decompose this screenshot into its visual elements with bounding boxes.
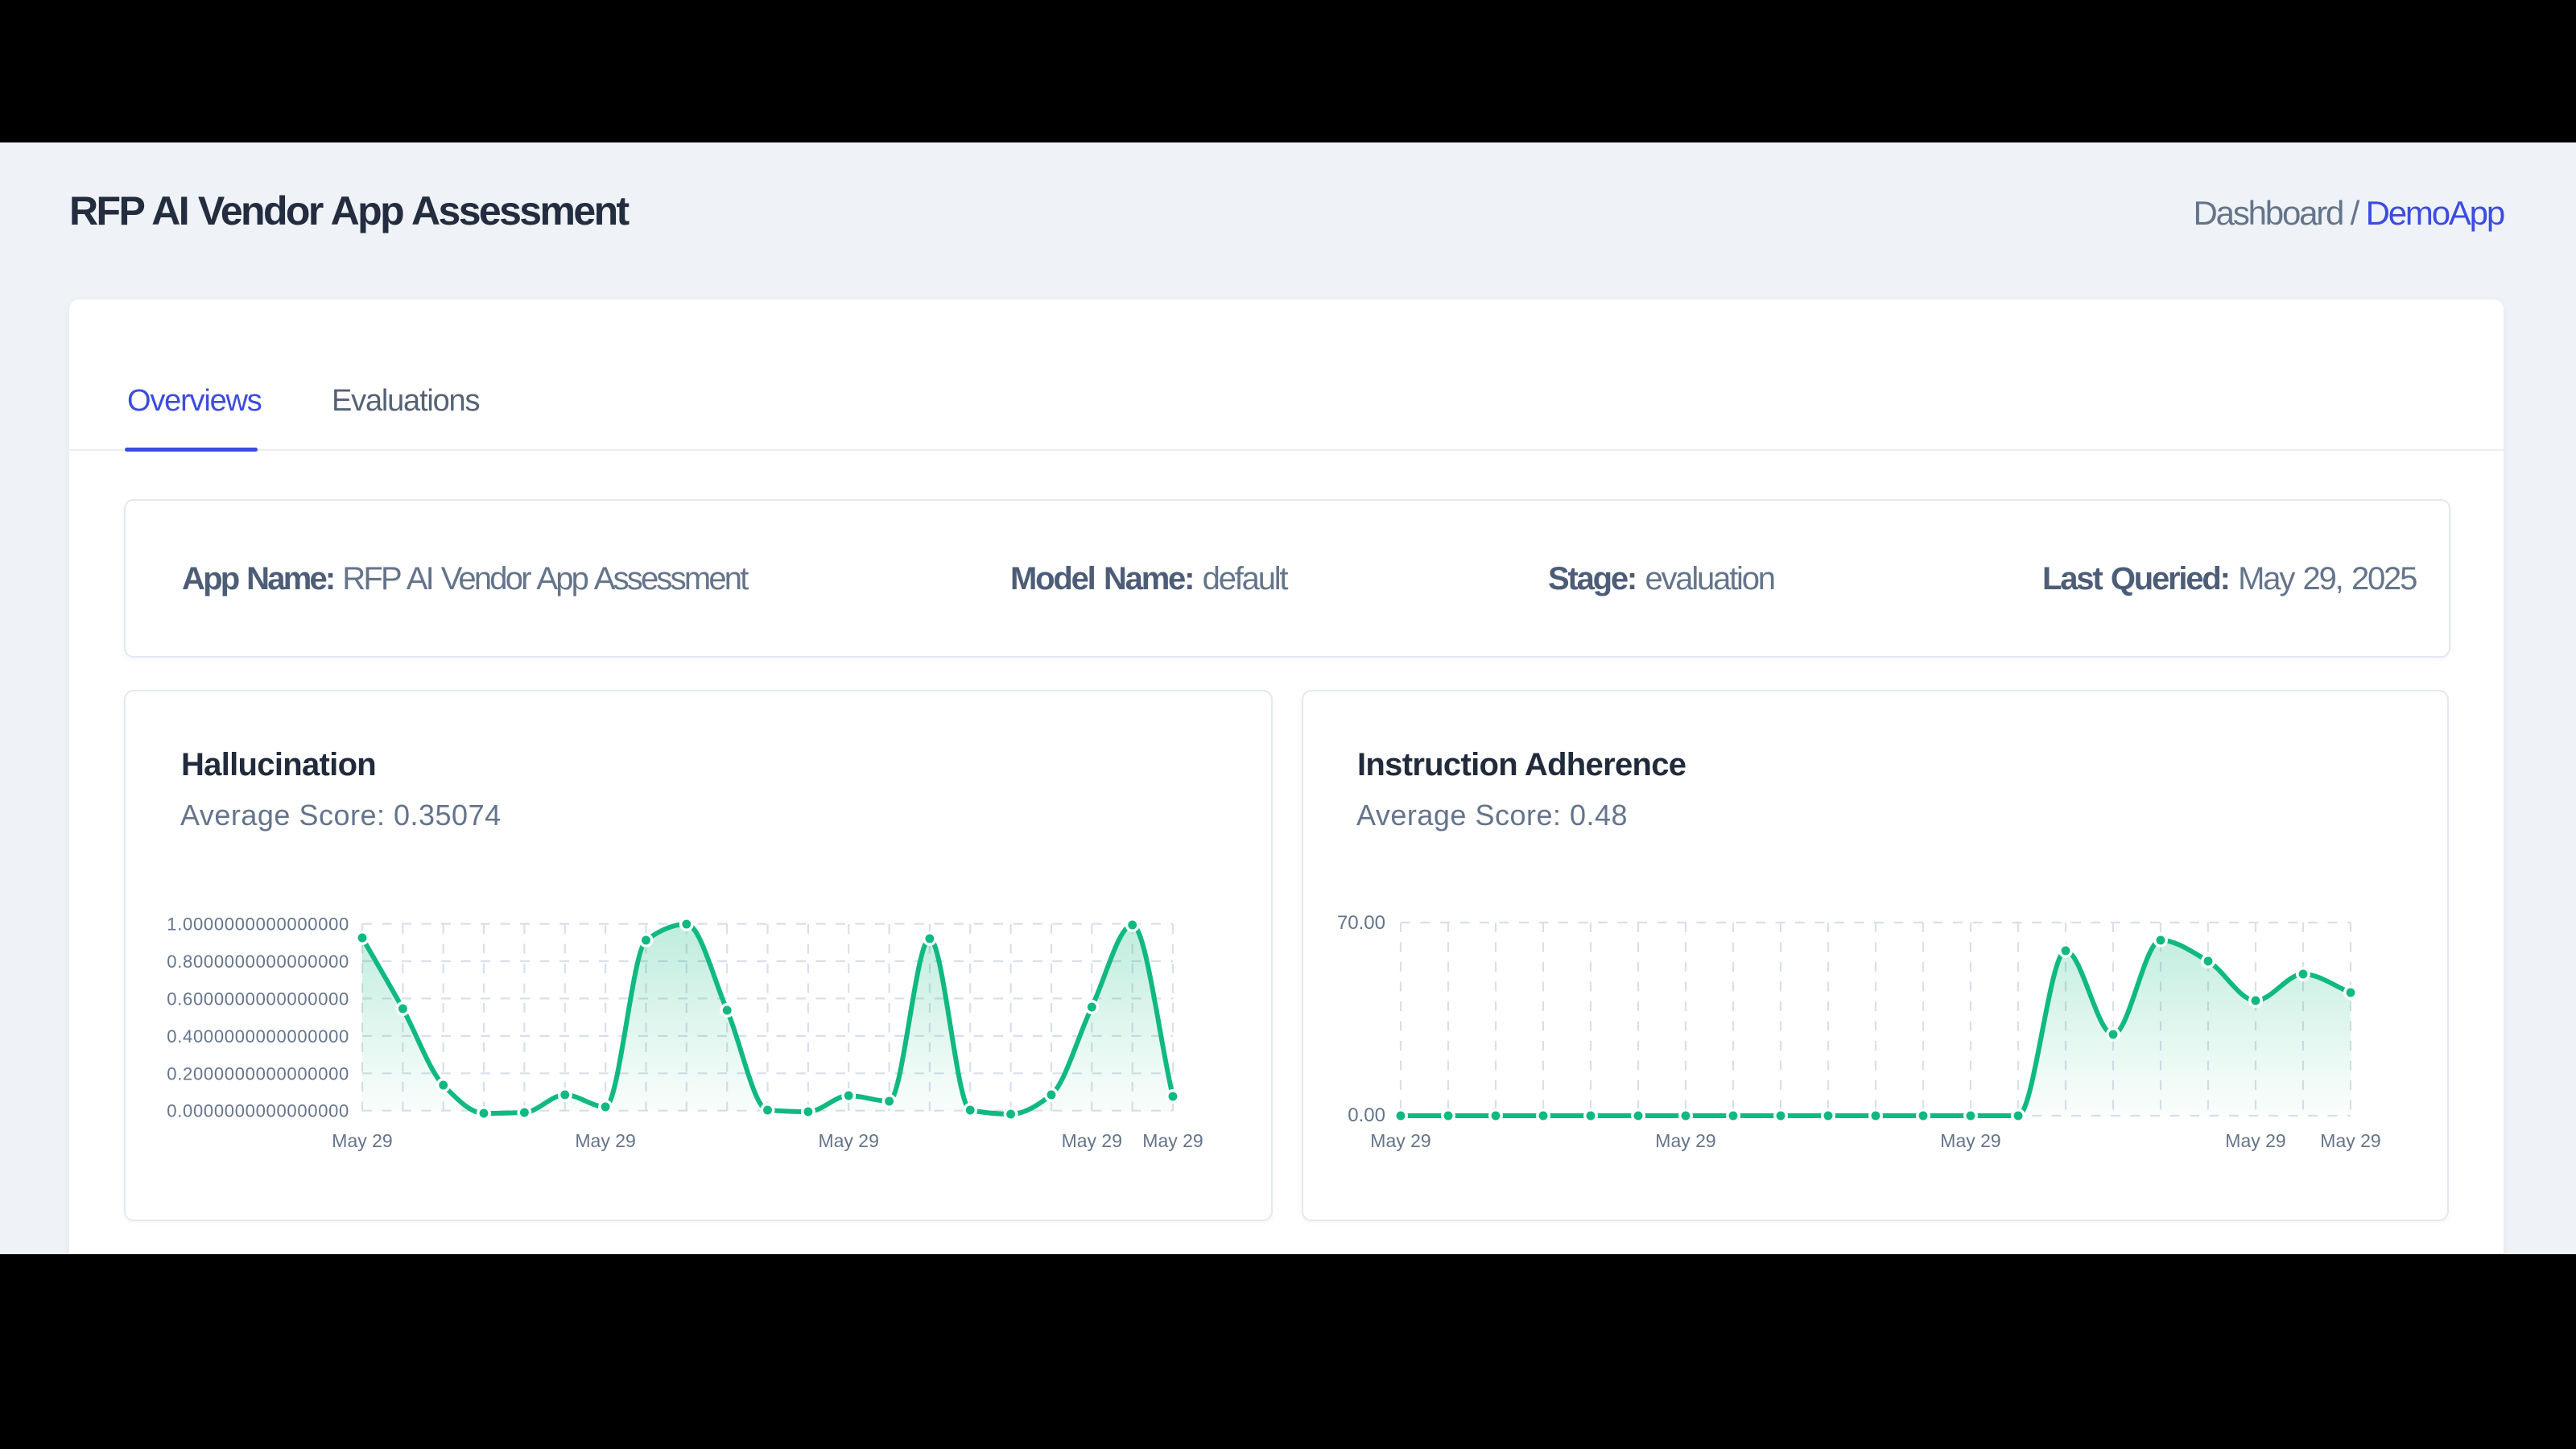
svg-text:May 29: May 29: [1370, 1130, 1430, 1151]
svg-text:May 29: May 29: [2320, 1130, 2380, 1151]
svg-text:May 29: May 29: [818, 1130, 878, 1151]
svg-text:May 29: May 29: [575, 1130, 635, 1151]
svg-text:0.0000000000000000: 0.0000000000000000: [167, 1101, 349, 1121]
svg-text:0.8000000000000000: 0.8000000000000000: [167, 952, 349, 972]
svg-text:70.00: 70.00: [1337, 912, 1385, 934]
svg-text:May 29: May 29: [1142, 1130, 1203, 1151]
svg-text:0.00: 0.00: [1348, 1104, 1385, 1126]
svg-text:1.0000000000000000: 1.0000000000000000: [167, 914, 349, 935]
svg-text:May 29: May 29: [1940, 1130, 2000, 1151]
svg-text:May 29: May 29: [332, 1130, 392, 1151]
svg-text:May 29: May 29: [1655, 1130, 1715, 1151]
svg-text:0.6000000000000000: 0.6000000000000000: [167, 989, 349, 1009]
svg-text:May 29: May 29: [1062, 1130, 1122, 1151]
svg-text:May 29: May 29: [2225, 1130, 2285, 1151]
svg-text:0.2000000000000000: 0.2000000000000000: [167, 1063, 349, 1084]
svg-text:0.4000000000000000: 0.4000000000000000: [167, 1026, 349, 1046]
